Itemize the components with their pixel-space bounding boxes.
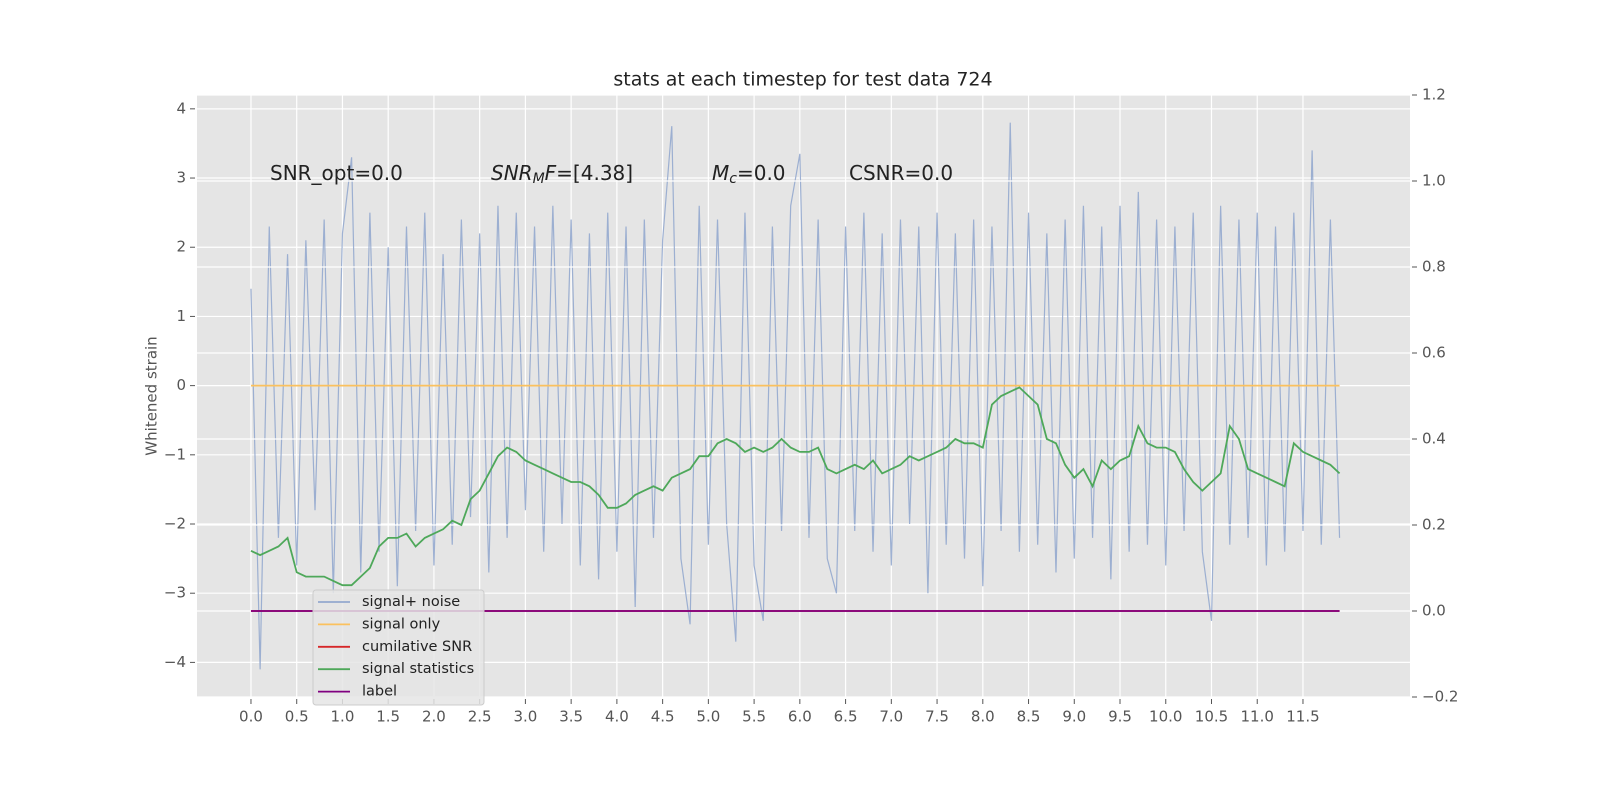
y2-tick-label: 0.0 <box>1422 602 1446 620</box>
legend-box <box>312 589 485 706</box>
x-tick-label: 0.0 <box>239 708 263 726</box>
y2-tick-label: 0.8 <box>1422 258 1446 276</box>
x-tick-label: 6.5 <box>834 708 858 726</box>
annotation: SNRMF=[4.38] <box>491 161 633 188</box>
y-tick-label: 1 <box>176 307 186 325</box>
annotation-part: M <box>533 171 545 187</box>
y-tick-label: 2 <box>176 238 186 256</box>
x-tick-label: 5.5 <box>742 708 766 726</box>
annotation-part: SNR <box>491 161 533 185</box>
y2-tick-label: 0.2 <box>1422 516 1446 534</box>
legend-label: signal+ noise <box>362 594 460 610</box>
y-tick-label: −1 <box>164 445 186 463</box>
x-tick-label: 5.0 <box>696 708 720 726</box>
x-tick-label: 4.0 <box>605 708 629 726</box>
plot-layer <box>250 122 1341 670</box>
annotation-part: =[4.38] <box>556 161 633 185</box>
x-tick-label: 3.0 <box>513 708 537 726</box>
y2-tick-label: 0.6 <box>1422 344 1446 362</box>
x-tick-label: 6.0 <box>788 708 812 726</box>
legend-label: cumilative SNR <box>362 639 472 655</box>
x-tick-label: 7.5 <box>925 708 949 726</box>
x-tick-label: 3.5 <box>559 708 583 726</box>
x-tick-label: 7.0 <box>879 708 903 726</box>
annotation-part: CSNR=0.0 <box>849 161 953 185</box>
x-tick-label: 11.0 <box>1241 708 1274 726</box>
y-tick-label: 3 <box>176 169 186 187</box>
x-tick-label: 1.0 <box>331 708 355 726</box>
x-tick-label: 9.5 <box>1108 708 1132 726</box>
y-axis-label: Whitened strain <box>143 336 161 455</box>
x-tick-label: 8.5 <box>1017 708 1041 726</box>
x-tick-label: 0.5 <box>285 708 309 726</box>
legend-label: signal only <box>362 616 441 632</box>
annotation-part: c <box>729 171 737 187</box>
series-line <box>250 122 1341 670</box>
y2-tick-label: −0.2 <box>1422 688 1458 706</box>
annotation: SNR_opt=0.0 <box>270 161 403 185</box>
x-tick-label: 10.0 <box>1149 708 1182 726</box>
annotation: Mc=0.0 <box>712 161 786 188</box>
x-tick-label: 8.0 <box>971 708 995 726</box>
annotation-part: M <box>712 161 729 185</box>
x-tick-label: 9.0 <box>1062 708 1086 726</box>
y-tick-label: −3 <box>164 584 186 602</box>
x-tick-label: 2.0 <box>422 708 446 726</box>
y2-tick-label: 1.2 <box>1422 86 1446 104</box>
series-line <box>250 386 1341 587</box>
chart-title: stats at each timestep for test data 724 <box>613 69 992 91</box>
y-tick-label: −4 <box>164 653 186 671</box>
x-tick-label: 1.5 <box>376 708 400 726</box>
annotation-part: F <box>545 161 557 185</box>
y-tick-label: −2 <box>164 515 186 533</box>
x-tick-label: 2.5 <box>468 708 492 726</box>
y-tick-label: 4 <box>176 99 186 117</box>
annotation: CSNR=0.0 <box>849 161 953 185</box>
legend-label: signal statistics <box>362 661 474 677</box>
legend-label: label <box>362 684 397 700</box>
annotation-part: SNR_opt=0.0 <box>270 161 403 185</box>
x-tick-label: 11.5 <box>1286 708 1319 726</box>
y2-tick-label: 0.4 <box>1422 430 1446 448</box>
y2-tick-label: 1.0 <box>1422 172 1446 190</box>
y-tick-label: 0 <box>176 376 186 394</box>
x-tick-label: 4.5 <box>651 708 675 726</box>
x-tick-label: 10.5 <box>1195 708 1228 726</box>
annotation-part: =0.0 <box>737 161 786 185</box>
